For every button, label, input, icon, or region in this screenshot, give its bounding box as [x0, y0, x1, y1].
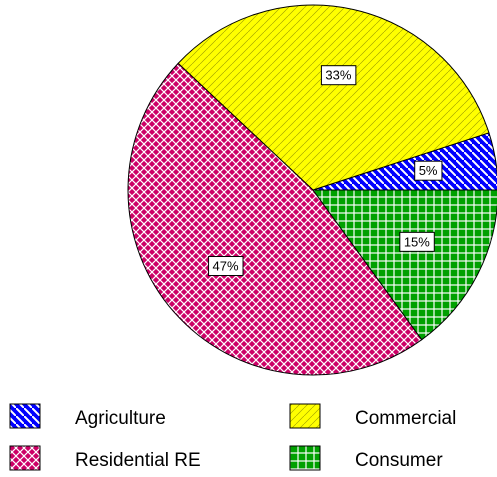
label-box	[414, 160, 443, 181]
legend-label: Consumer	[355, 450, 443, 471]
legend-swatch	[9, 403, 41, 429]
pie-slice	[127, 62, 423, 376]
label-box	[208, 256, 244, 277]
data-label: 5%	[419, 163, 438, 178]
legend-swatch	[289, 445, 321, 471]
legend-label: Residential RE	[75, 450, 201, 471]
data-label: 47%	[213, 259, 239, 274]
pie-slice	[312, 189, 497, 341]
legend-swatch	[9, 445, 41, 471]
label-box	[399, 231, 435, 252]
legend-label: Commercial	[355, 408, 456, 429]
data-label: 15%	[404, 234, 430, 249]
legend-label: Agriculture	[75, 408, 166, 429]
pie-slice	[177, 4, 490, 191]
label-box	[320, 65, 357, 86]
legend-swatch	[289, 403, 321, 429]
data-label: 33%	[325, 68, 351, 83]
